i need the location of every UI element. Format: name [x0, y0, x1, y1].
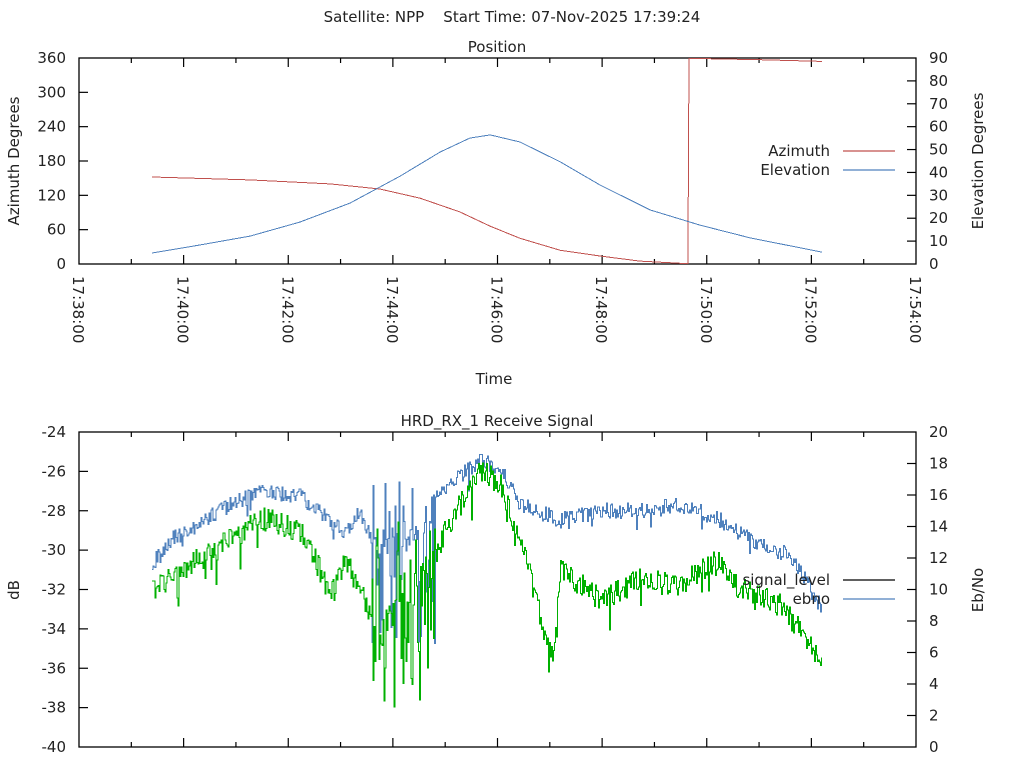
y2-tick-label: 10 — [929, 581, 948, 599]
x-tick-label: 17:38:00 — [69, 276, 87, 343]
y-tick-label: -34 — [42, 620, 67, 638]
x-tick-label: 17:50:00 — [697, 276, 715, 343]
y2-tick-label: 20 — [929, 423, 948, 441]
y2-tick-label: 80 — [929, 72, 948, 90]
y2-tick-label: 30 — [929, 186, 948, 204]
legend-signal-level-label: signal_level — [742, 571, 830, 590]
x-tick-label: 17:52:00 — [801, 276, 819, 343]
y2-tick-label: 60 — [929, 118, 948, 136]
y2-tick-label: 2 — [929, 707, 939, 725]
y-tick-label: -24 — [42, 423, 67, 441]
y-tick-label: -26 — [42, 462, 67, 480]
receive-signal-chart: HRD_RX_1 Receive Signal -40-38-36-34-32-… — [5, 412, 987, 756]
x-tick-label: 17:46:00 — [488, 276, 506, 343]
y-tick-label: -36 — [42, 659, 67, 677]
receive-signal-chart-title: HRD_RX_1 Receive Signal — [401, 412, 594, 431]
y-tick-label: -38 — [42, 699, 67, 717]
y-tick-label: 120 — [37, 186, 66, 204]
receive-signal-plot-frame — [78, 431, 917, 748]
y-tick-label: -40 — [42, 738, 67, 756]
y2-tick-label: 90 — [929, 49, 948, 67]
position-y-ticks: 0 60 120 180 240 300 360 — [37, 49, 88, 273]
receive-signal-series — [152, 453, 822, 708]
time-axis-label: Time — [475, 370, 513, 388]
position-chart: Position 17:38:00 17:40:00 17:42:00 17:44:0… — [5, 38, 987, 388]
y2-tick-label: 6 — [929, 644, 939, 662]
x-tick-label: 17:44:00 — [383, 276, 401, 343]
db-axis-label: dB — [5, 580, 23, 600]
y2-tick-label: 40 — [929, 163, 948, 181]
position-series — [152, 58, 822, 265]
series-elevation-line — [152, 134, 822, 254]
azimuth-axis-label: Azimuth Degrees — [5, 96, 23, 225]
receive-signal-y2-ticks: 0 2 4 6 8 10 12 14 16 18 20 — [907, 423, 948, 756]
y2-tick-label: 4 — [929, 675, 939, 693]
y2-tick-label: 20 — [929, 209, 948, 227]
receive-signal-legend: signal_level ebno — [742, 571, 895, 608]
y-tick-label: -30 — [42, 541, 67, 559]
y2-tick-label: 0 — [929, 738, 939, 756]
y-tick-label: -28 — [42, 502, 67, 520]
position-chart-title: Position — [468, 38, 526, 56]
x-tick-label: 17:48:00 — [592, 276, 610, 343]
ebno-axis-label: Eb/No — [969, 568, 987, 612]
y-tick-label: 60 — [47, 221, 66, 239]
y-tick-label: 0 — [56, 255, 66, 273]
legend-azimuth-label: Azimuth — [768, 142, 830, 160]
figure-title: Satellite: NPP Start Time: 07-Nov-2025 1… — [324, 8, 701, 26]
position-y2-ticks: 0 10 20 30 40 50 60 70 80 90 — [907, 49, 948, 273]
y2-tick-label: 8 — [929, 612, 939, 630]
position-legend: Azimuth Elevation — [760, 142, 895, 179]
x-tick-label: 17:40:00 — [174, 276, 192, 343]
series-azimuth-line — [152, 58, 822, 265]
receive-signal-x-ticks — [130, 432, 865, 747]
receive-signal-y-ticks: -40 -38 -36 -34 -32 -30 -28 -26 -24 — [42, 423, 88, 756]
y-tick-label: 360 — [37, 49, 66, 67]
x-tick-label: 17:42:00 — [278, 276, 296, 343]
y2-tick-label: 12 — [929, 549, 948, 567]
position-x-ticks: 17:38:00 17:40:00 17:42:00 17:44:00 17:46:00… — [69, 58, 924, 343]
series-ebno-line — [152, 453, 822, 645]
y2-tick-label: 10 — [929, 232, 948, 250]
y2-tick-label: 70 — [929, 95, 948, 113]
y2-tick-label: 16 — [929, 486, 948, 504]
y2-tick-label: 0 — [929, 255, 939, 273]
legend-ebno-label: ebno — [793, 590, 830, 608]
y-tick-label: 180 — [37, 152, 66, 170]
y-tick-label: 300 — [37, 83, 66, 101]
elevation-axis-label: Elevation Degrees — [969, 92, 987, 229]
y-tick-label: -32 — [42, 581, 67, 599]
x-tick-label: 17:54:00 — [906, 276, 924, 343]
y2-tick-label: 50 — [929, 141, 948, 159]
y-tick-label: 240 — [37, 118, 66, 136]
y2-tick-label: 14 — [929, 518, 948, 536]
series-signal_level-line — [152, 462, 822, 708]
legend-elevation-label: Elevation — [760, 161, 830, 179]
y2-tick-label: 18 — [929, 455, 948, 473]
